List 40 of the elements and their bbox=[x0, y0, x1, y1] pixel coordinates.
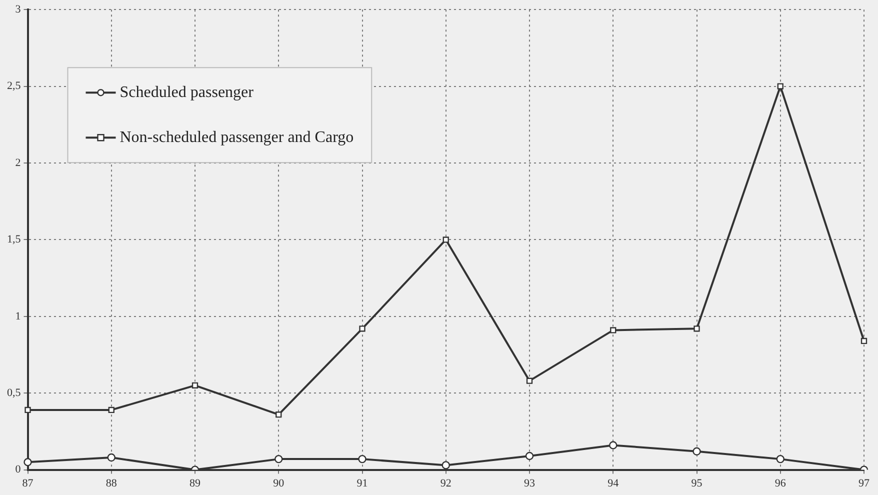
point bbox=[192, 382, 198, 389]
x-tick-label: 95 bbox=[691, 477, 703, 490]
y-tick-label: 0 bbox=[15, 464, 22, 476]
point bbox=[358, 454, 366, 464]
point bbox=[359, 326, 366, 332]
point bbox=[442, 461, 450, 470]
y-tick-label: 0,5 bbox=[7, 386, 22, 399]
y-tick-label: 3 bbox=[15, 3, 22, 16]
point bbox=[274, 454, 283, 464]
point bbox=[442, 236, 449, 243]
point bbox=[107, 453, 116, 462]
y-tick-label: 1,5 bbox=[7, 234, 22, 246]
point bbox=[694, 326, 700, 332]
point bbox=[108, 406, 114, 414]
point bbox=[24, 458, 32, 466]
x-tick-label: 97 bbox=[858, 477, 870, 490]
point bbox=[860, 338, 868, 344]
x-tick-label: 88 bbox=[106, 477, 118, 490]
point bbox=[692, 447, 701, 456]
y-tick-label: 2 bbox=[15, 156, 21, 169]
x-tick-label: 96 bbox=[774, 477, 786, 490]
point bbox=[610, 327, 616, 334]
x-tick-label: 87 bbox=[22, 477, 34, 490]
x-tick-label: 91 bbox=[356, 477, 368, 490]
point bbox=[776, 454, 784, 464]
x-tick-label: 92 bbox=[440, 477, 452, 490]
x-tick-label: 94 bbox=[608, 477, 620, 490]
point bbox=[24, 406, 31, 414]
x-tick-label: 93 bbox=[524, 477, 536, 490]
point bbox=[526, 378, 533, 384]
y-tick-label: 1 bbox=[15, 310, 21, 322]
point bbox=[777, 83, 784, 90]
x-tick-label: 90 bbox=[273, 477, 285, 490]
point bbox=[525, 452, 534, 460]
legend-label: Non-scheduled passenger and Cargo bbox=[120, 128, 354, 146]
legend-label: Scheduled passenger bbox=[120, 84, 254, 101]
y-tick-label: 2,5 bbox=[7, 80, 22, 92]
x-tick-label: 89 bbox=[190, 477, 201, 490]
point bbox=[609, 441, 618, 450]
point bbox=[276, 412, 282, 418]
